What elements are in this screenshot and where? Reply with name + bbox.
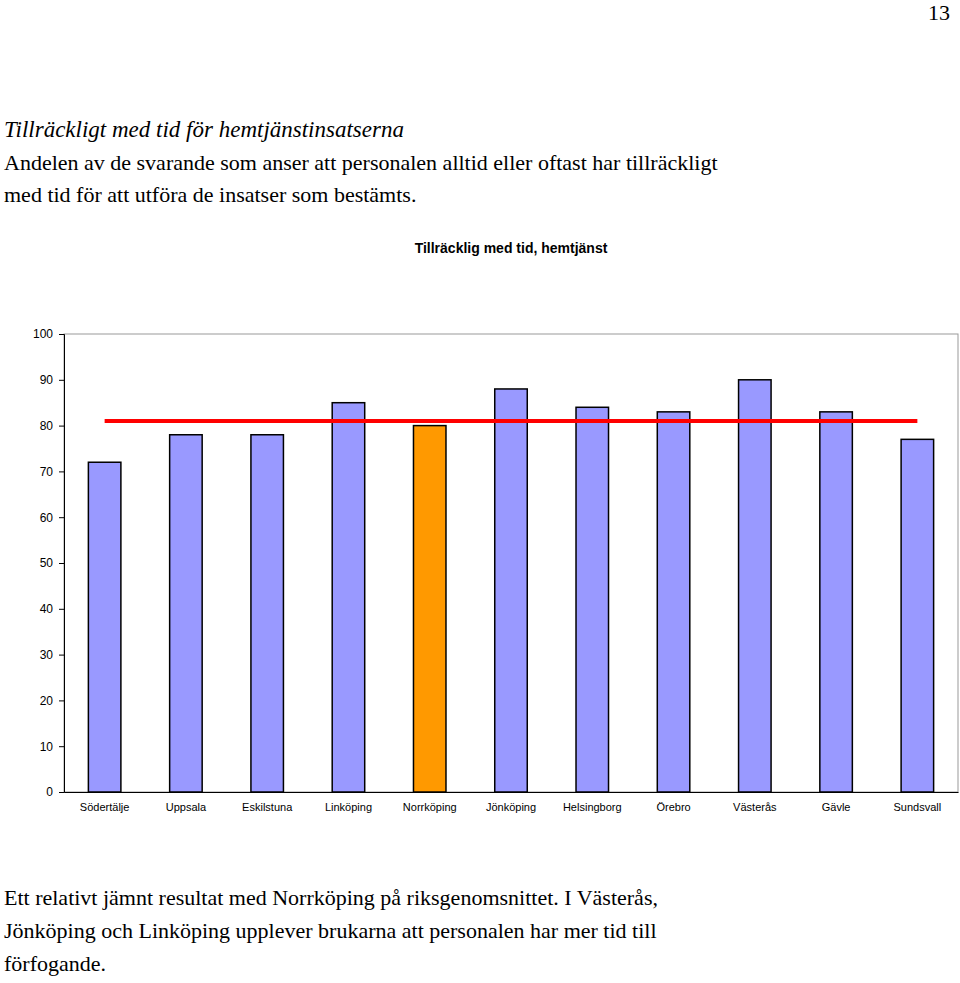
y-tick: 80 xyxy=(40,419,64,433)
y-tick-mark xyxy=(59,380,64,381)
y-tick-mark xyxy=(59,471,64,472)
plot-frame xyxy=(64,334,958,792)
caption-line: Ett relativt jämnt resultat med Norrköpi… xyxy=(4,885,658,910)
x-tick-label: Eskilstuna xyxy=(242,801,293,813)
y-tick-mark xyxy=(59,700,64,701)
x-tick: Västerås xyxy=(733,792,777,813)
x-tick-label: Örebro xyxy=(656,801,690,813)
x-tick: Sundsvall xyxy=(894,792,942,813)
x-tick: Linköping xyxy=(325,792,372,813)
y-axis-line xyxy=(59,335,65,793)
y-tick-mark xyxy=(59,792,64,793)
y-tick: 100 xyxy=(33,327,64,341)
y-tick-label: 40 xyxy=(40,602,54,616)
y-tick-label: 0 xyxy=(46,785,53,799)
heading: Tillräckligt med tid för hemtjänstinsats… xyxy=(4,117,404,142)
x-tick: Eskilstuna xyxy=(242,792,293,813)
y-tick-label: 20 xyxy=(40,694,54,708)
y-tick: 10 xyxy=(40,740,64,754)
bar xyxy=(657,412,690,792)
bar xyxy=(739,380,772,792)
x-tick: Norrköping xyxy=(403,792,457,813)
x-tick-label: Helsingborg xyxy=(563,801,622,813)
marks xyxy=(88,380,933,792)
y-tick: 40 xyxy=(40,602,64,616)
x-tick-label: Linköping xyxy=(325,801,372,813)
y-tick-mark xyxy=(59,655,64,656)
y-tick: 90 xyxy=(40,373,64,387)
page: 13 Tillräckligt med tid för hemtjänstinsa… xyxy=(0,0,960,983)
bar xyxy=(820,412,853,792)
caption-line: Jönköping och Linköping upplever brukarn… xyxy=(4,918,657,943)
x-axis: Södertälje Uppsala Eskilstuna Linköping Norr… xyxy=(65,792,959,813)
intro-line: Andelen av de svarande som anser att per… xyxy=(4,150,718,175)
x-tick-label: Sundsvall xyxy=(894,801,942,813)
y-tick-label: 80 xyxy=(40,419,54,433)
bar xyxy=(495,389,528,792)
x-axis-line xyxy=(65,792,959,793)
y-tick-mark xyxy=(59,517,64,518)
y-tick-label: 100 xyxy=(33,327,53,341)
bar xyxy=(332,403,365,792)
x-tick: Örebro xyxy=(656,792,690,813)
x-tick: Jönköping xyxy=(486,792,536,813)
x-tick: Gävle xyxy=(822,792,851,813)
y-tick: 60 xyxy=(40,511,64,525)
x-tick-label: Södertälje xyxy=(80,801,130,813)
y-tick-label: 10 xyxy=(40,740,54,754)
y-tick: 70 xyxy=(40,465,64,479)
x-tick: Uppsala xyxy=(166,792,207,813)
y-tick-mark xyxy=(59,334,64,335)
bar xyxy=(251,435,284,792)
y-tick-mark xyxy=(59,426,64,427)
intro-line: med tid för att utföra de insatser som b… xyxy=(4,182,416,207)
bar xyxy=(901,439,934,792)
bar xyxy=(88,462,121,792)
reference-line xyxy=(105,419,918,423)
x-tick-label: Västerås xyxy=(733,801,777,813)
bar xyxy=(576,407,609,792)
chart-title: Tillräcklig med tid, hemtjänst xyxy=(415,240,608,256)
x-tick-label: Uppsala xyxy=(166,801,207,813)
y-tick-label: 90 xyxy=(40,373,54,387)
y-tick-mark xyxy=(59,609,64,610)
y-tick-label: 50 xyxy=(40,556,54,570)
caption-line: förfogande. xyxy=(4,951,106,976)
x-tick-label: Gävle xyxy=(822,801,851,813)
y-tick: 20 xyxy=(40,694,64,708)
x-tick: Helsingborg xyxy=(563,792,622,813)
bar xyxy=(170,435,203,792)
page-number: 13 xyxy=(928,0,950,25)
y-tick-label: 70 xyxy=(40,465,54,479)
y-axis: 0 10 20 30 40 50 60 70 80 90 100 xyxy=(33,327,65,799)
x-tick-label: Norrköping xyxy=(403,801,457,813)
x-tick: Södertälje xyxy=(80,792,130,813)
y-tick: 50 xyxy=(40,556,64,570)
y-tick-label: 60 xyxy=(40,511,54,525)
x-tick-label: Jönköping xyxy=(486,801,536,813)
y-tick: 30 xyxy=(40,648,64,662)
bar xyxy=(413,426,446,792)
y-tick-mark xyxy=(59,563,64,564)
y-tick-mark xyxy=(59,746,64,747)
y-tick: 0 xyxy=(46,785,64,799)
y-tick-label: 30 xyxy=(40,648,54,662)
